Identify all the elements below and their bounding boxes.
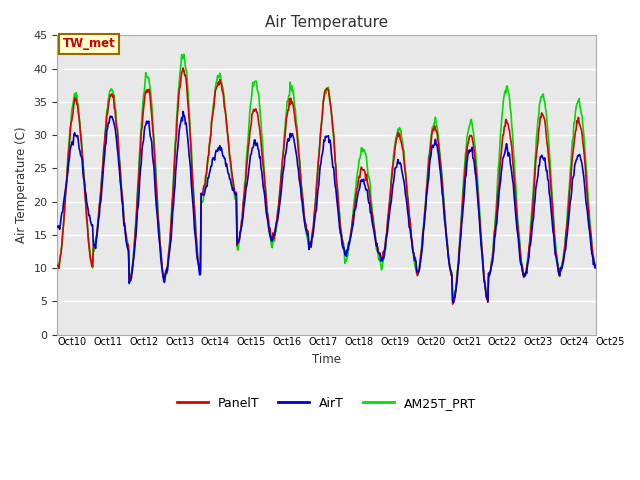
Y-axis label: Air Temperature (C): Air Temperature (C) <box>15 127 28 243</box>
Text: TW_met: TW_met <box>63 37 116 50</box>
Title: Air Temperature: Air Temperature <box>265 15 388 30</box>
X-axis label: Time: Time <box>312 353 341 366</box>
Legend: PanelT, AirT, AM25T_PRT: PanelT, AirT, AM25T_PRT <box>172 392 481 415</box>
